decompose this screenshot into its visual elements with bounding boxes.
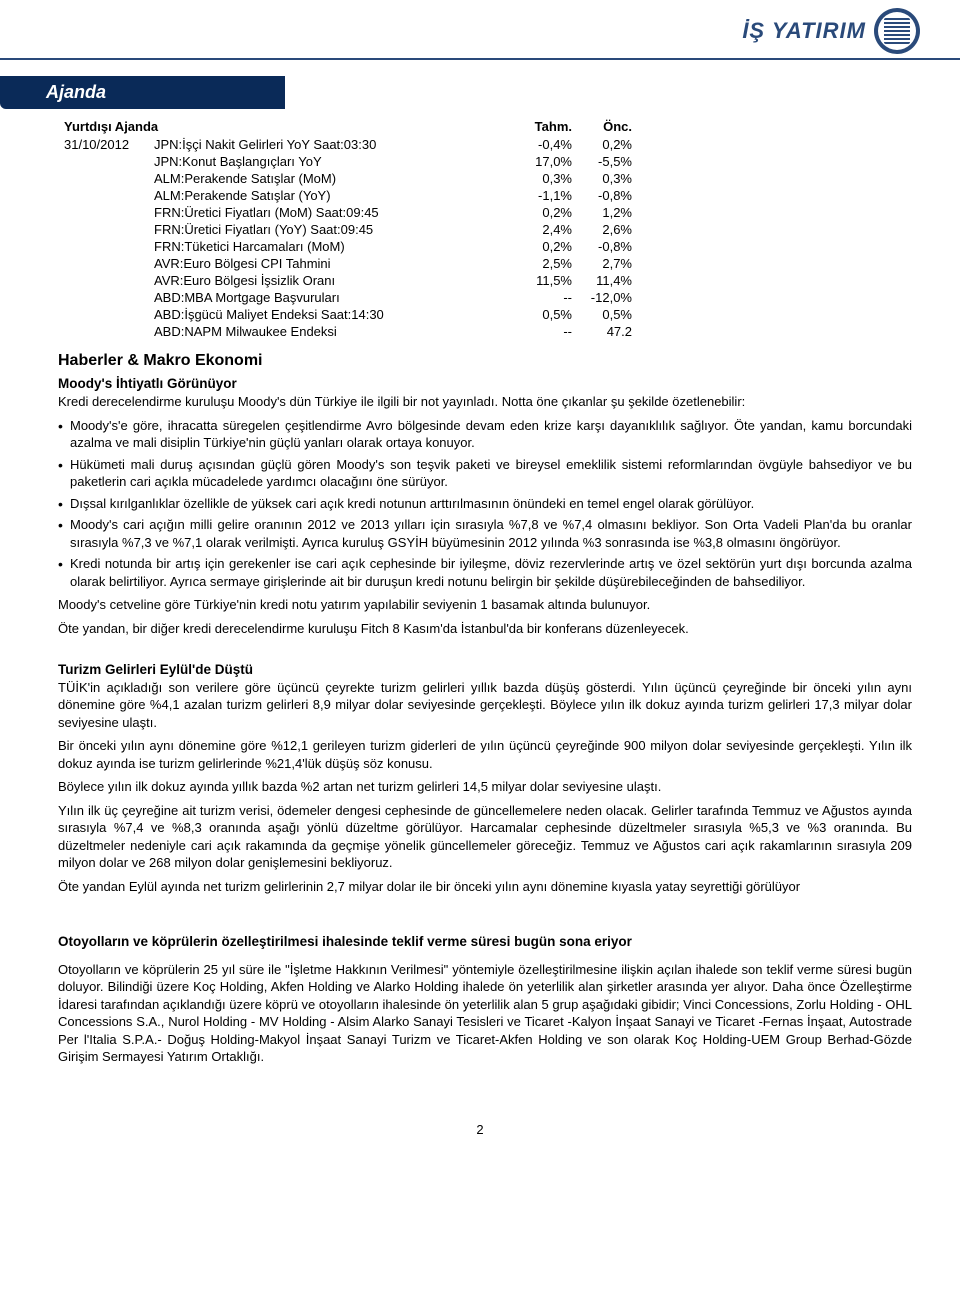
agenda-cell-label: ABD:NAPM Milwaukee Endeksi bbox=[148, 323, 518, 340]
section1-bullet-list: Moody's'e göre, ihracatta süregelen çeşi… bbox=[58, 417, 912, 591]
agenda-header-c2: Önc. bbox=[578, 117, 638, 136]
section2-p5: Öte yandan Eylül ayında net turizm gelir… bbox=[58, 878, 912, 896]
agenda-cell-v2: -0,8% bbox=[578, 187, 638, 204]
section2-p2: Bir önceki yılın aynı dönemine göre %12,… bbox=[58, 737, 912, 772]
agenda-cell-date bbox=[58, 153, 148, 170]
agenda-row: FRN:Tüketici Harcamaları (MoM)0,2%-0,8% bbox=[58, 238, 638, 255]
brand-text: İŞ YATIRIM bbox=[742, 18, 866, 44]
agenda-cell-date bbox=[58, 289, 148, 306]
agenda-row: AVR:Euro Bölgesi CPI Tahmini2,5%2,7% bbox=[58, 255, 638, 272]
agenda-cell-label: FRN:Üretici Fiyatları (YoY) Saat:09:45 bbox=[148, 221, 518, 238]
agenda-row: FRN:Üretici Fiyatları (YoY) Saat:09:452,… bbox=[58, 221, 638, 238]
bullet-item: Dışsal kırılganlıklar özellikle de yükse… bbox=[58, 495, 912, 513]
agenda-cell-date bbox=[58, 170, 148, 187]
agenda-cell-v1: -1,1% bbox=[518, 187, 578, 204]
agenda-header-c1: Tahm. bbox=[518, 117, 578, 136]
agenda-cell-v2: 0,2% bbox=[578, 136, 638, 153]
agenda-cell-label: AVR:Euro Bölgesi CPI Tahmini bbox=[148, 255, 518, 272]
agenda-cell-v1: -- bbox=[518, 323, 578, 340]
section2-p1: TÜİK'in açıkladığı son verilere göre üçü… bbox=[58, 679, 912, 732]
section3-p1: Otoyolların ve köprülerin 25 yıl süre il… bbox=[58, 961, 912, 1066]
agenda-row: ALM:Perakende Satışlar (MoM)0,3%0,3% bbox=[58, 170, 638, 187]
agenda-cell-v1: 17,0% bbox=[518, 153, 578, 170]
agenda-cell-date bbox=[58, 272, 148, 289]
agenda-cell-v2: 11,4% bbox=[578, 272, 638, 289]
agenda-cell-date bbox=[58, 255, 148, 272]
agenda-row: 31/10/2012JPN:İşçi Nakit Gelirleri YoY S… bbox=[58, 136, 638, 153]
section2-p3: Böylece yılın ilk dokuz ayında yıllık ba… bbox=[58, 778, 912, 796]
agenda-cell-date bbox=[58, 323, 148, 340]
agenda-cell-v2: -12,0% bbox=[578, 289, 638, 306]
agenda-cell-v1: 2,4% bbox=[518, 221, 578, 238]
brand-logo: İŞ YATIRIM bbox=[742, 8, 920, 54]
agenda-cell-date: 31/10/2012 bbox=[58, 136, 148, 153]
brand-roundel-icon bbox=[874, 8, 920, 54]
agenda-cell-v2: -5,5% bbox=[578, 153, 638, 170]
section1-intro: Kredi derecelendirme kuruluşu Moody's dü… bbox=[58, 393, 912, 411]
section-band-title: Ajanda bbox=[0, 76, 285, 109]
agenda-row: FRN:Üretici Fiyatları (MoM) Saat:09:450,… bbox=[58, 204, 638, 221]
agenda-cell-date bbox=[58, 238, 148, 255]
bullet-item: Hükümeti mali duruş açısından güçlü göre… bbox=[58, 456, 912, 491]
section2-p4: Yılın ilk üç çeyreğine ait turizm verisi… bbox=[58, 802, 912, 872]
agenda-row: ALM:Perakende Satışlar (YoY)-1,1%-0,8% bbox=[58, 187, 638, 204]
agenda-cell-date bbox=[58, 221, 148, 238]
bullet-item: Moody's cari açığın milli gelire oranını… bbox=[58, 516, 912, 551]
agenda-row: AVR:Euro Bölgesi İşsizlik Oranı11,5%11,4… bbox=[58, 272, 638, 289]
page-content: Yurtdışı Ajanda Tahm. Önc. 31/10/2012JPN… bbox=[0, 117, 960, 1092]
section2-subheading: Turizm Gelirleri Eylül'de Düştü bbox=[58, 662, 912, 677]
agenda-cell-v1: 0,2% bbox=[518, 204, 578, 221]
agenda-cell-v1: -- bbox=[518, 289, 578, 306]
agenda-cell-v2: 2,6% bbox=[578, 221, 638, 238]
agenda-cell-v2: 47.2 bbox=[578, 323, 638, 340]
section1-tail2: Öte yandan, bir diğer kredi derecelendir… bbox=[58, 620, 912, 638]
agenda-cell-label: ABD:İşgücü Maliyet Endeksi Saat:14:30 bbox=[148, 306, 518, 323]
agenda-row: JPN:Konut Başlangıçları YoY17,0%-5,5% bbox=[58, 153, 638, 170]
section1-subheading: Moody's İhtiyatlı Görünüyor bbox=[58, 376, 912, 391]
agenda-cell-label: ALM:Perakende Satışlar (YoY) bbox=[148, 187, 518, 204]
agenda-row: ABD:İşgücü Maliyet Endeksi Saat:14:300,5… bbox=[58, 306, 638, 323]
agenda-cell-v1: 0,5% bbox=[518, 306, 578, 323]
bullet-item: Kredi notunda bir artış için gerekenler … bbox=[58, 555, 912, 590]
agenda-cell-v1: 0,2% bbox=[518, 238, 578, 255]
agenda-cell-v2: -0,8% bbox=[578, 238, 638, 255]
agenda-cell-v1: 0,3% bbox=[518, 170, 578, 187]
agenda-cell-v1: 11,5% bbox=[518, 272, 578, 289]
agenda-cell-label: ALM:Perakende Satışlar (MoM) bbox=[148, 170, 518, 187]
agenda-header-row: Yurtdışı Ajanda Tahm. Önc. bbox=[58, 117, 638, 136]
agenda-header-label: Yurtdışı Ajanda bbox=[58, 117, 518, 136]
agenda-cell-v1: 2,5% bbox=[518, 255, 578, 272]
agenda-cell-label: ABD:MBA Mortgage Başvuruları bbox=[148, 289, 518, 306]
section1-tail1: Moody's cetveline göre Türkiye'nin kredi… bbox=[58, 596, 912, 614]
page-number: 2 bbox=[0, 1122, 960, 1157]
section-heading: Haberler & Makro Ekonomi bbox=[58, 352, 912, 370]
agenda-cell-v1: -0,4% bbox=[518, 136, 578, 153]
agenda-cell-v2: 1,2% bbox=[578, 204, 638, 221]
agenda-row: ABD:NAPM Milwaukee Endeksi--47.2 bbox=[58, 323, 638, 340]
agenda-cell-date bbox=[58, 204, 148, 221]
bullet-item: Moody's'e göre, ihracatta süregelen çeşi… bbox=[58, 417, 912, 452]
header-bar: İŞ YATIRIM bbox=[0, 0, 960, 60]
agenda-cell-v2: 0,3% bbox=[578, 170, 638, 187]
agenda-cell-label: JPN:İşçi Nakit Gelirleri YoY Saat:03:30 bbox=[148, 136, 518, 153]
agenda-cell-label: FRN:Tüketici Harcamaları (MoM) bbox=[148, 238, 518, 255]
agenda-cell-label: AVR:Euro Bölgesi İşsizlik Oranı bbox=[148, 272, 518, 289]
agenda-cell-label: FRN:Üretici Fiyatları (MoM) Saat:09:45 bbox=[148, 204, 518, 221]
section3-subheading: Otoyolların ve köprülerin özelleştirilme… bbox=[58, 934, 912, 949]
agenda-cell-date bbox=[58, 187, 148, 204]
agenda-cell-v2: 2,7% bbox=[578, 255, 638, 272]
agenda-cell-label: JPN:Konut Başlangıçları YoY bbox=[148, 153, 518, 170]
agenda-row: ABD:MBA Mortgage Başvuruları---12,0% bbox=[58, 289, 638, 306]
agenda-cell-v2: 0,5% bbox=[578, 306, 638, 323]
agenda-cell-date bbox=[58, 306, 148, 323]
agenda-table: Yurtdışı Ajanda Tahm. Önc. 31/10/2012JPN… bbox=[58, 117, 638, 340]
